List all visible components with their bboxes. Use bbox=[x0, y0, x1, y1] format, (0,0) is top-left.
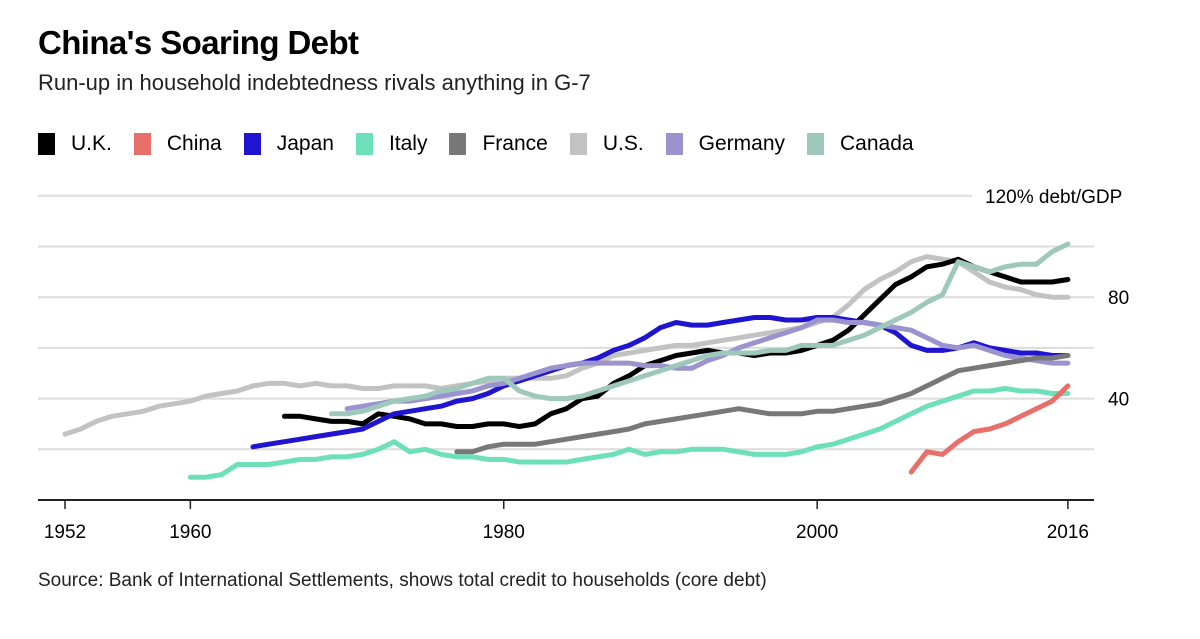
legend-item: Germany bbox=[665, 132, 786, 156]
x-tick-label: 2016 bbox=[1047, 522, 1089, 543]
y-tick-label: 120% debt/GDP bbox=[985, 187, 1122, 208]
legend-item: Japan bbox=[243, 132, 334, 156]
series-line-france bbox=[454, 353, 1071, 455]
legend-label: Canada bbox=[840, 132, 914, 155]
series-line-japan bbox=[250, 315, 1071, 450]
series-lines bbox=[62, 241, 1071, 480]
y-tick-label: 40 bbox=[1108, 390, 1129, 411]
x-tick-label: 1960 bbox=[169, 522, 211, 543]
source-note: Source: Bank of International Settlement… bbox=[38, 570, 767, 591]
legend-item: Canada bbox=[807, 132, 914, 156]
legend-item: U.S. bbox=[569, 132, 644, 156]
legend: U.K. China Japan Italy France U.S. Germany Cana… bbox=[38, 132, 936, 156]
series-line-us bbox=[62, 254, 1071, 437]
legend-label: U.S. bbox=[602, 132, 644, 155]
legend-item: China bbox=[133, 132, 222, 156]
legend-label: Italy bbox=[388, 132, 428, 155]
legend-swatch bbox=[355, 133, 373, 155]
legend-swatch bbox=[449, 133, 467, 155]
series-line-canada bbox=[328, 241, 1071, 417]
legend-label: U.K. bbox=[71, 132, 112, 155]
series-line-china bbox=[908, 383, 1071, 475]
y-tick-label: 80 bbox=[1108, 288, 1129, 309]
legend-swatch bbox=[243, 133, 261, 155]
legend-label: Japan bbox=[276, 132, 334, 155]
legend-swatch bbox=[665, 133, 683, 155]
series-line-uk bbox=[281, 256, 1071, 429]
legend-swatch bbox=[807, 133, 825, 155]
x-tick-label: 2000 bbox=[796, 522, 838, 543]
legend-swatch bbox=[38, 133, 55, 155]
x-tick-label: 1952 bbox=[44, 522, 86, 543]
series-line-germany bbox=[344, 317, 1071, 412]
legend-label: France bbox=[482, 132, 548, 155]
legend-label: Germany bbox=[698, 132, 786, 155]
legend-label: China bbox=[166, 132, 222, 155]
legend-swatch bbox=[133, 133, 151, 155]
legend-item: Italy bbox=[355, 132, 428, 156]
legend-swatch bbox=[569, 133, 587, 155]
x-axis: 1952 1960 1980 2000 2016 bbox=[38, 499, 1094, 543]
y-axis-labels: 120% debt/GDP 80 40 bbox=[985, 187, 1129, 411]
chart-subtitle: Run-up in household indebtedness rivals … bbox=[38, 70, 591, 95]
legend-item: U.K. bbox=[38, 132, 112, 156]
x-tick-label: 1980 bbox=[483, 522, 525, 543]
legend-item: France bbox=[449, 132, 548, 156]
series-line-italy bbox=[187, 386, 1071, 480]
chart-title: China's Soaring Debt bbox=[38, 24, 359, 61]
